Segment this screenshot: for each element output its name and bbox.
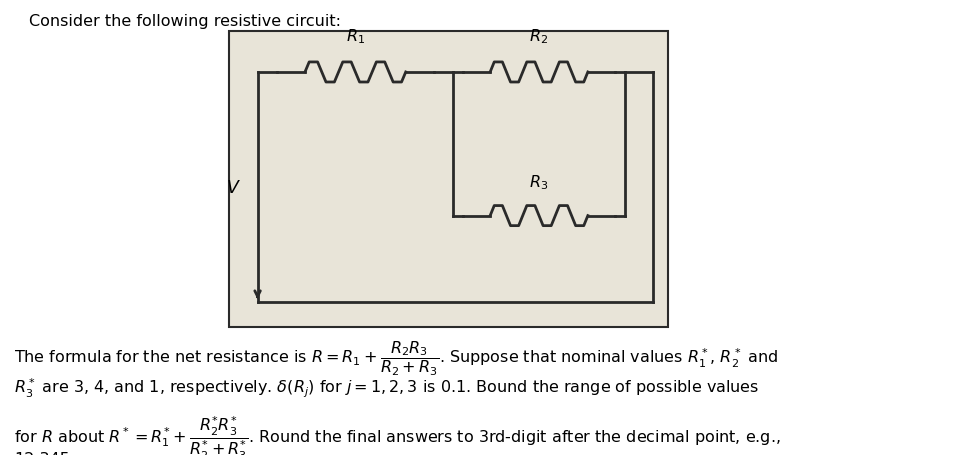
Text: $R_3^*$ are 3, 4, and 1, respectively. $\delta(R_j)$ for $j = 1,2,3$ is 0.1. Bou: $R_3^*$ are 3, 4, and 1, respectively. $…: [14, 376, 759, 399]
Text: Consider the following resistive circuit:: Consider the following resistive circuit…: [29, 14, 340, 29]
Text: $R_3$: $R_3$: [529, 172, 548, 191]
Text: $V$: $V$: [225, 179, 240, 197]
Text: 12.345.: 12.345.: [14, 451, 75, 455]
Text: for $R$ about $R^* = R_1^{*} + \dfrac{R_2^{*}R_3^{*}}{R_2^{*}+R_3^{*}}$. Round t: for $R$ about $R^* = R_1^{*} + \dfrac{R_…: [14, 414, 781, 455]
Text: $R_2$: $R_2$: [529, 27, 548, 46]
Bar: [229, 32, 667, 328]
Text: $R_1$: $R_1$: [345, 27, 365, 46]
Text: The formula for the net resistance is $R = R_1 + \dfrac{R_2 R_3}{R_2+R_3}$. Supp: The formula for the net resistance is $R…: [14, 339, 778, 377]
